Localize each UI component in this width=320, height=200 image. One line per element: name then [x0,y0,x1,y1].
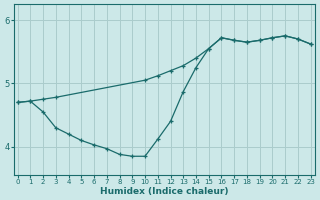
X-axis label: Humidex (Indice chaleur): Humidex (Indice chaleur) [100,187,228,196]
